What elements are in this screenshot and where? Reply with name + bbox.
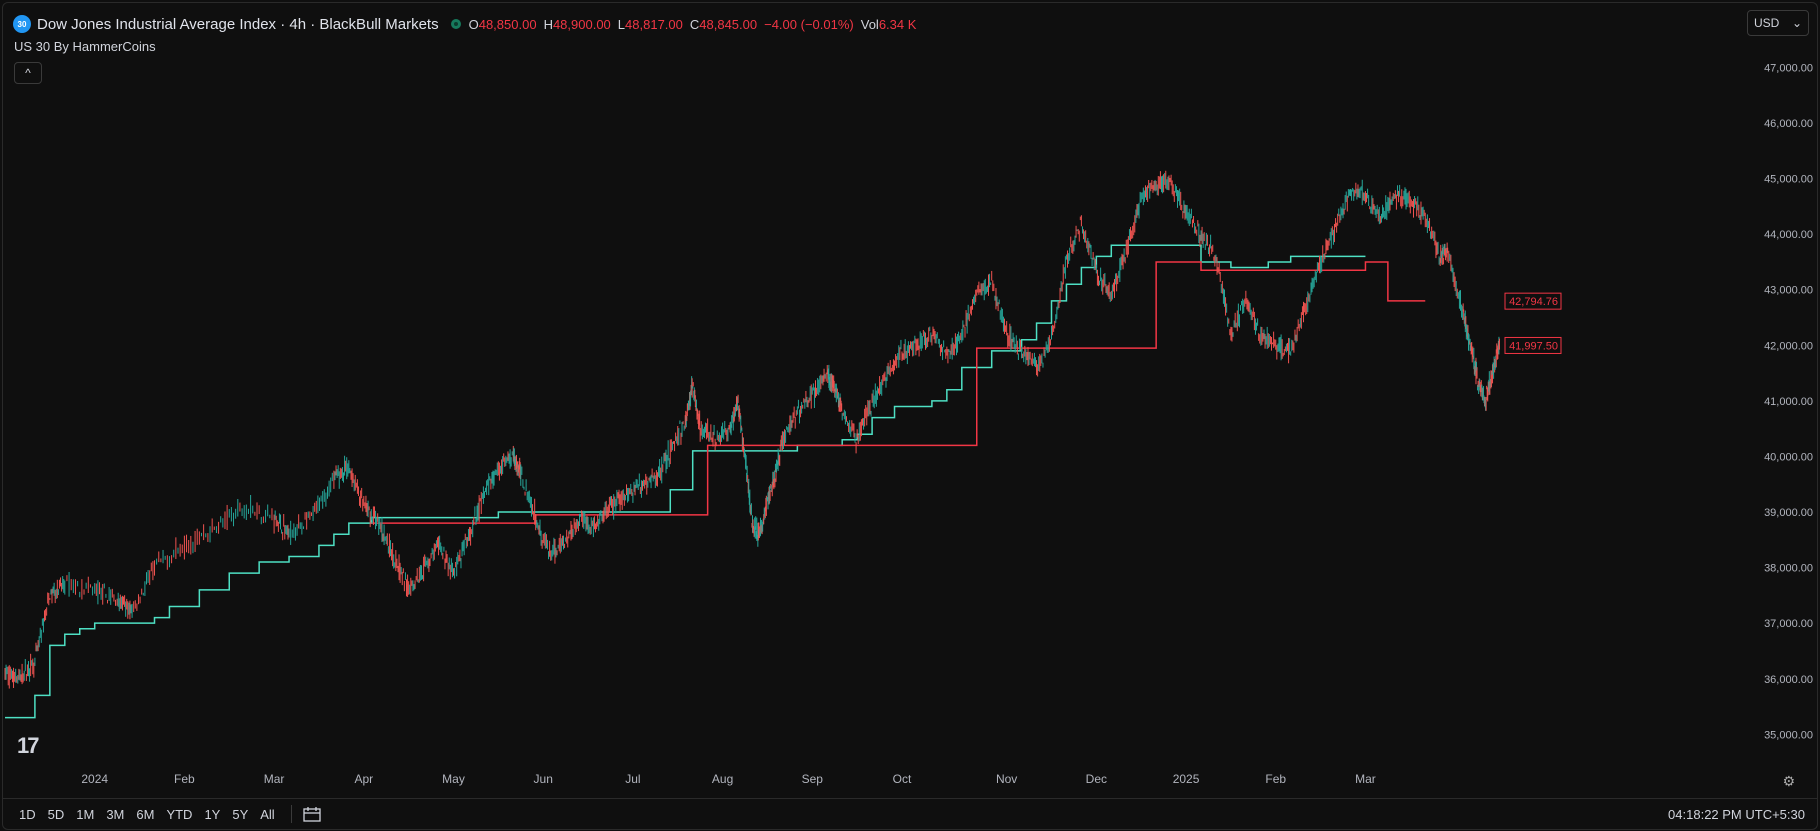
collapse-button[interactable]: ^	[14, 62, 42, 84]
range-button-ytd[interactable]: YTD	[166, 806, 193, 822]
x-tick-label: Mar	[264, 772, 285, 786]
ohlc-item: Vol6.34 K	[861, 17, 917, 32]
x-tick-label: Jun	[534, 772, 553, 786]
price-label: 41,997.50	[1509, 340, 1558, 352]
y-tick-label: 35,000.00	[1764, 729, 1813, 741]
x-tick-label: Jul	[625, 772, 640, 786]
chevron-down-icon: ⌄	[1791, 16, 1802, 30]
indicator-label[interactable]: US 30 By HammerCoins	[14, 39, 156, 54]
y-tick-label: 40,000.00	[1764, 451, 1813, 463]
y-tick-label: 37,000.00	[1764, 618, 1813, 630]
ohlc-label: O	[468, 16, 479, 32]
ohlc-value: 48,845.00	[699, 16, 758, 32]
ohlc-value: 6.34 K	[878, 16, 917, 32]
ohlc-value: −4.00 (−0.01%)	[764, 16, 854, 32]
ohlc-value: 48,850.00	[478, 16, 537, 32]
ohlc-item: H48,900.00	[544, 17, 611, 32]
ohlc-item: L48,817.00	[618, 17, 683, 32]
range-button-3m[interactable]: 3M	[106, 806, 125, 822]
x-tick-label: Sep	[802, 772, 824, 786]
price-label: 42,794.76	[1509, 296, 1558, 308]
x-tick-label: Mar	[1355, 772, 1376, 786]
chart-title[interactable]: Dow Jones Industrial Average Index · 4h …	[37, 15, 439, 33]
clock[interactable]: 04:18:22 PM UTC+5:30	[1668, 806, 1805, 822]
ohlc-readout: O48,850.00 H48,900.00 L48,817.00 C48,845.00…	[469, 17, 917, 32]
x-tick-label: Aug	[712, 772, 733, 786]
chart-header: 30 Dow Jones Industrial Average Index · …	[13, 13, 916, 35]
gear-icon[interactable]: ⚙	[1782, 773, 1795, 789]
currency-select[interactable]: USD ⌄	[1747, 10, 1809, 36]
bottom-toolbar: 1D 5D 1M 3M 6M YTD 1Y 5Y All 04:18:22 PM UTC+5:3…	[3, 798, 1817, 829]
ohlc-value: 48,900.00	[552, 16, 611, 32]
currency-value: USD	[1754, 16, 1780, 30]
y-tick-label: 46,000.00	[1764, 118, 1813, 130]
y-tick-label: 38,000.00	[1764, 563, 1813, 575]
range-button-6m[interactable]: 6M	[136, 806, 155, 822]
x-tick-label: Feb	[1265, 772, 1286, 786]
range-button-1y[interactable]: 1Y	[204, 806, 221, 822]
x-tick-label: Nov	[996, 772, 1017, 786]
y-tick-label: 41,000.00	[1764, 396, 1813, 408]
ohlc-item: C48,845.00	[690, 17, 757, 32]
range-button-5d[interactable]: 5D	[47, 806, 65, 822]
ohlc-label: C	[689, 16, 700, 32]
y-tick-label: 44,000.00	[1764, 229, 1813, 241]
ohlc-item: −4.00 (−0.01%)	[764, 17, 854, 32]
x-tick-label: 2025	[1173, 772, 1200, 786]
ohlc-label: Vol	[860, 16, 879, 32]
y-tick-label: 47,000.00	[1764, 62, 1813, 74]
x-tick-label: May	[442, 772, 465, 786]
y-tick-label: 42,000.00	[1764, 340, 1813, 352]
calendar-icon[interactable]	[302, 805, 322, 823]
x-tick-label: Dec	[1086, 772, 1107, 786]
divider	[290, 805, 292, 823]
y-tick-label: 45,000.00	[1764, 174, 1813, 186]
ohlc-item: O48,850.00	[469, 17, 537, 32]
y-tick-label: 39,000.00	[1764, 507, 1813, 519]
ohlc-label: H	[543, 16, 553, 32]
ohlc-value: 48,817.00	[625, 16, 683, 32]
chart-plot[interactable]: 35,000.00 36,000.00 37,000.00 38,000.00 39,0…	[3, 3, 1817, 829]
y-tick-label: 43,000.00	[1764, 285, 1813, 297]
price-label-box	[1504, 292, 1562, 310]
range-button-all[interactable]: All	[260, 806, 275, 822]
resistance-line	[371, 261, 1426, 524]
x-tick-label: 2024	[81, 772, 108, 786]
range-button-1d[interactable]: 1D	[19, 806, 36, 822]
symbol-icon[interactable]: 30	[13, 15, 31, 33]
range-button-5y[interactable]: 5Y	[232, 806, 249, 822]
ohlc-label: L	[617, 16, 626, 32]
market-status-icon	[450, 19, 461, 29]
x-tick-label: Apr	[354, 772, 373, 786]
range-buttons: 1D 5D 1M 3M 6M YTD 1Y 5Y All	[13, 807, 281, 822]
price-label-box	[1504, 336, 1562, 354]
x-tick-label: Oct	[893, 772, 912, 786]
tradingview-logo-icon: 17	[17, 733, 40, 758]
x-tick-label: Feb	[174, 772, 195, 786]
y-tick-label: 36,000.00	[1764, 674, 1813, 686]
support-line	[5, 244, 1366, 719]
range-button-1m[interactable]: 1M	[76, 806, 95, 822]
